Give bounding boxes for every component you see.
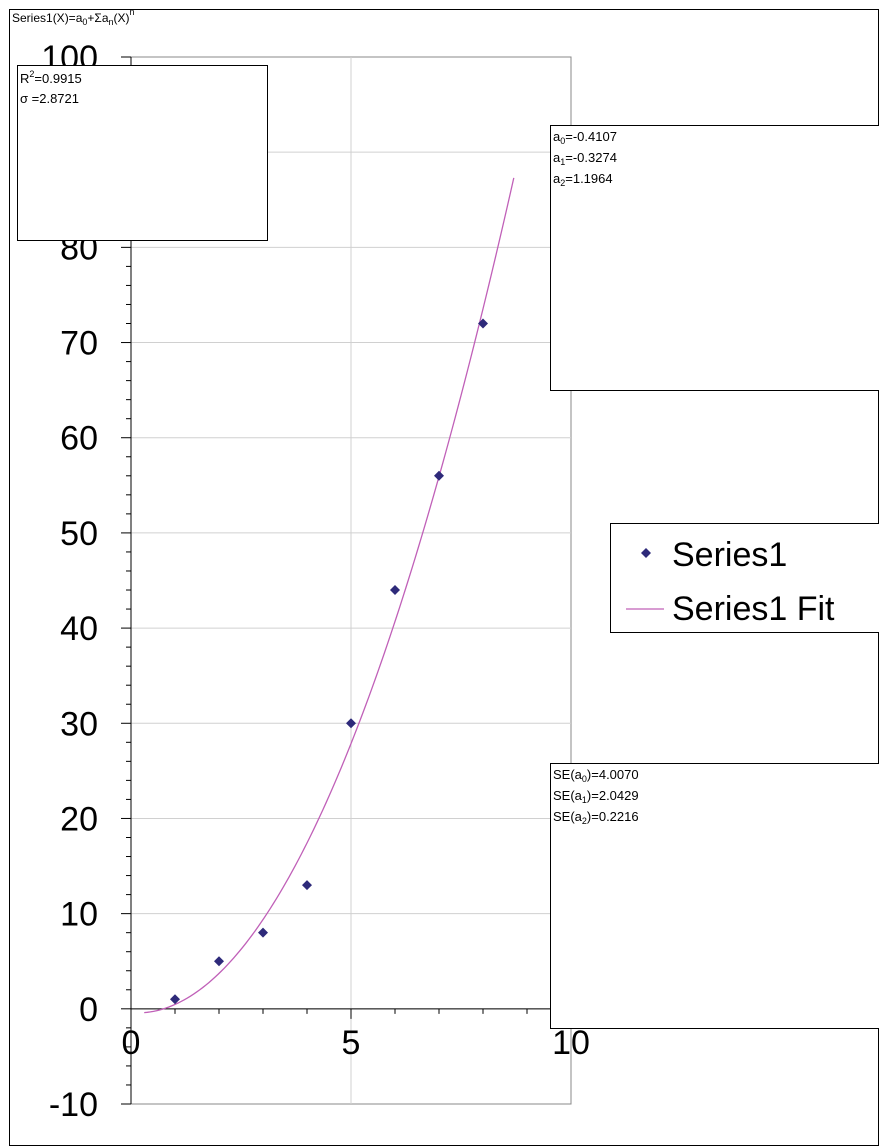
data-point xyxy=(258,927,268,938)
sigma-text: σ =2.8721 xyxy=(20,91,79,106)
x-tick-label: 0 xyxy=(122,1024,141,1062)
chart-title: Series1(X)=a0+Σan(X)n xyxy=(12,7,135,27)
data-point xyxy=(170,994,180,1005)
coefficient-text: a0=-0.4107 xyxy=(553,129,617,146)
legend-frame xyxy=(610,523,879,633)
y-tick-label: 40 xyxy=(60,610,98,648)
coefficient-text: a1=-0.3274 xyxy=(553,150,617,167)
data-point xyxy=(302,880,312,891)
x-axis: 0 5 10 xyxy=(122,1008,590,1062)
data-point xyxy=(478,318,488,329)
legend: Series1 Series1 Fit xyxy=(610,523,879,633)
y-tick-label: 0 xyxy=(79,991,98,1029)
fit-line xyxy=(144,177,515,1014)
y-axis: -100102030405060708090100 xyxy=(41,39,132,1124)
legend-label-fit: Series1 Fit xyxy=(672,590,835,628)
y-tick-label: 60 xyxy=(60,420,98,458)
y-tick-label: 20 xyxy=(60,800,98,838)
coefficients-box-frame xyxy=(550,125,879,391)
stats-box-frame xyxy=(17,65,268,241)
standard-error-box-frame xyxy=(550,763,879,1029)
y-tick-label: 10 xyxy=(60,896,98,934)
x-tick-label: 10 xyxy=(552,1024,590,1062)
legend-marker-series1 xyxy=(641,548,651,558)
data-point xyxy=(214,956,224,967)
y-tick-label: 50 xyxy=(60,515,98,553)
data-point xyxy=(434,470,444,481)
standard-error-text: SE(a1)=2.0429 xyxy=(553,788,639,805)
y-tick-label: -10 xyxy=(49,1086,98,1124)
y-tick-label: 30 xyxy=(60,705,98,743)
legend-label-series1: Series1 xyxy=(672,536,787,574)
data-point xyxy=(390,585,400,596)
r-squared-text: R2=0.9915 xyxy=(20,69,82,86)
standard-error-text: SE(a2)=0.2216 xyxy=(553,809,639,826)
x-tick-label: 5 xyxy=(342,1024,361,1062)
coefficient-text: a2=1.1964 xyxy=(553,171,613,188)
coefficients-box: a0=-0.4107 a1=-0.3274 a2=1.1964 xyxy=(550,125,879,391)
fit-line-layer xyxy=(144,177,515,1014)
standard-error-text: SE(a0)=4.0070 xyxy=(553,767,639,784)
y-tick-label: 70 xyxy=(60,325,98,363)
stats-box: R2=0.9915 σ =2.8721 xyxy=(17,65,268,241)
standard-error-box: SE(a0)=4.0070 SE(a1)=2.0429 SE(a2)=0.2216 xyxy=(550,763,879,1029)
data-point-layer xyxy=(170,318,488,1005)
data-point xyxy=(346,718,356,729)
